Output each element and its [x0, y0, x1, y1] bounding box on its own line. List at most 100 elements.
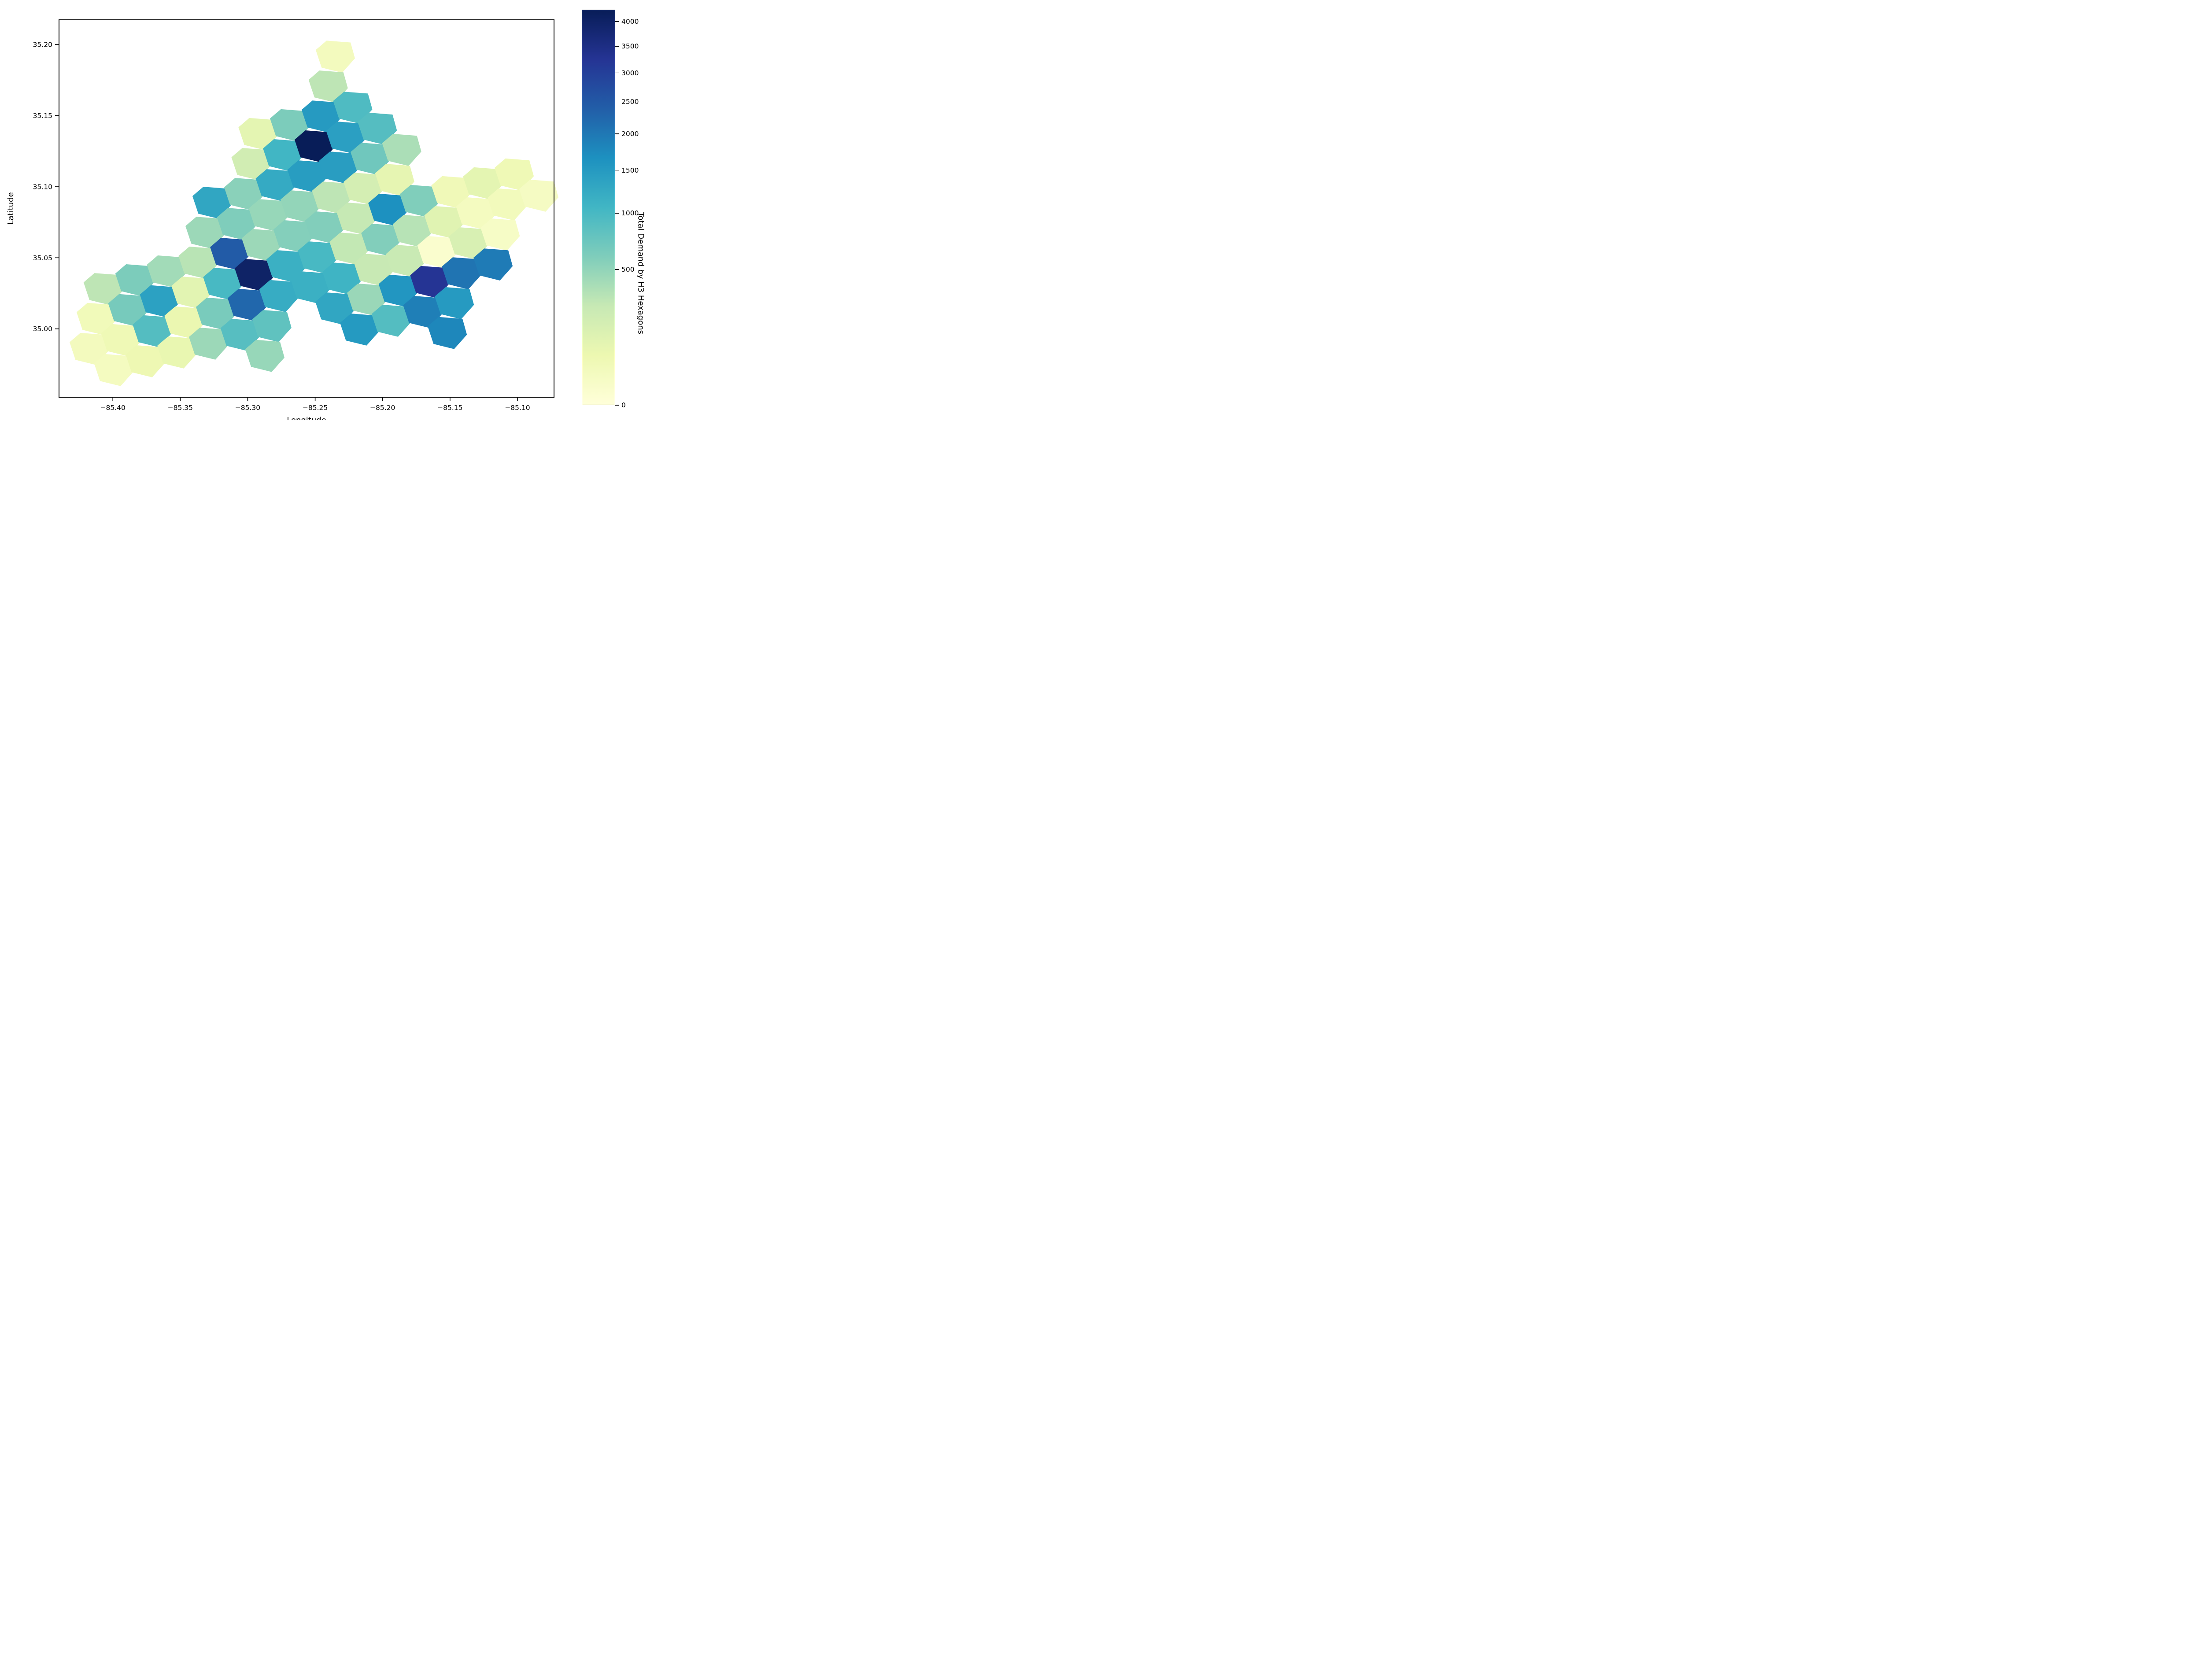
h3-hexagon	[315, 292, 355, 325]
x-tick-label: −85.20	[370, 404, 395, 412]
h3-hexagon	[495, 158, 534, 191]
h3-hexagon	[234, 259, 274, 291]
h3-hexagon	[238, 118, 278, 150]
h3-hexagon	[351, 143, 390, 175]
colorbar-tick-label: 4000	[621, 17, 639, 26]
h3-hexagon	[94, 354, 133, 386]
h3-hexagon	[291, 271, 330, 303]
colorbar-tick-mark	[615, 213, 619, 214]
h3-hexagon	[333, 92, 373, 124]
h3-hexagon	[108, 294, 148, 326]
h3-hexagon	[403, 296, 443, 328]
h3-hexagon	[287, 160, 327, 192]
h3-hexagon	[76, 303, 116, 335]
colorbar-tick-label: 500	[621, 266, 635, 274]
colorbar-tick-mark	[615, 46, 619, 47]
h3-hexagon	[382, 134, 421, 166]
colorbar-label: Total Demand by H3 Hexagons	[636, 212, 646, 335]
h3-hexagon	[266, 250, 306, 282]
h3-hexagon	[248, 199, 288, 231]
h3-hexagon	[480, 218, 520, 251]
h3-hexagon	[217, 208, 256, 240]
h3-hexagon	[371, 305, 411, 337]
h3-hexagon	[347, 283, 387, 316]
h3-hexagon	[227, 288, 267, 321]
h3-hexagon	[192, 187, 232, 219]
colorbar-tick-mark	[615, 21, 619, 22]
h3-hexagon	[263, 139, 303, 171]
h3-hexagon	[410, 266, 450, 298]
h3-hexagon	[368, 193, 408, 226]
h3-hexagon	[196, 297, 236, 330]
h3-hexagon	[375, 164, 414, 196]
h3-hexagon	[305, 211, 344, 244]
h3-hexagon	[189, 328, 229, 360]
h3-hexagon	[157, 336, 197, 369]
h3-hexagon	[424, 206, 464, 238]
h3-hexagon	[378, 274, 418, 307]
h3-hexagon	[442, 257, 481, 289]
h3-hexagon	[354, 254, 393, 286]
h3-hexagon	[224, 178, 264, 210]
colorbar-tick-mark	[615, 101, 619, 103]
h3-hexagon	[417, 236, 457, 268]
x-tick-label: −85.15	[437, 404, 462, 412]
x-tick-label: −85.35	[168, 404, 193, 412]
h3-hexagon	[294, 130, 334, 162]
h3-hexagon	[322, 262, 362, 295]
h3-hexagon	[171, 277, 211, 309]
h3-hexagon	[340, 314, 380, 346]
h3-hexagon	[326, 122, 366, 154]
h3-hexagon	[133, 315, 172, 347]
colorbar-tick-mark	[615, 133, 619, 134]
colorbar-ticks: 0 500 1000 1500 2000 2500 3000 3500 4000	[615, 0, 654, 420]
y-tick-label: 35.00	[33, 325, 52, 333]
h3-hexagon	[431, 176, 471, 208]
h3-hexagon	[164, 306, 204, 339]
axes-frame	[59, 19, 554, 398]
colorbar-gradient	[582, 10, 615, 405]
h3-hexagon	[245, 340, 284, 372]
h3-hexagon	[147, 255, 186, 288]
h3-hexagon	[488, 188, 527, 221]
h3-hexagon	[280, 190, 320, 222]
x-tick-label: −85.25	[303, 404, 328, 412]
h3-hexagon	[255, 169, 295, 201]
h3-hexagon	[329, 233, 369, 265]
h3-hexagon	[259, 280, 299, 312]
colorbar-tick-mark	[615, 170, 619, 171]
figure: −85.40 −85.35 −85.30 −85.25 −85.20 −85.15 −85.…	[0, 0, 654, 420]
colorbar-tick-mark	[615, 269, 619, 270]
colorbar-tick-label: 1000	[621, 209, 639, 218]
colorbar-tick-label: 3000	[621, 69, 639, 77]
h3-hexagon	[241, 229, 281, 261]
h3-hexagon	[385, 245, 425, 277]
x-tick-label: −85.30	[235, 404, 260, 412]
h3-hexagon	[70, 332, 109, 365]
colorbar-tick-label: 2000	[621, 130, 639, 138]
h3-hexagon	[456, 197, 495, 229]
colorbar-tick-label: 0	[621, 401, 626, 409]
colorbar-tick-label: 3500	[621, 42, 639, 51]
h3-hexagon	[203, 268, 243, 300]
h3-hexagon	[399, 185, 439, 217]
h3-hexagon	[140, 285, 179, 318]
h3-hexagon	[273, 220, 313, 252]
h3-hexagon	[178, 247, 218, 279]
h3-hexagon	[270, 109, 310, 141]
colorbar-tick-label: 2500	[621, 98, 639, 106]
y-tick-label: 35.15	[33, 112, 52, 120]
h3-hexagon	[449, 227, 488, 259]
h3-hexagon	[220, 319, 260, 351]
h3-hexagon	[428, 317, 467, 349]
x-axis-label: Longitude	[287, 416, 326, 420]
colorbar-tick-mark	[615, 405, 619, 406]
h3-hexagon	[361, 224, 401, 256]
h3-hexagon	[519, 180, 558, 212]
h3-hexagon	[301, 100, 341, 133]
h3-hexagon	[83, 273, 123, 305]
h3-hexagon	[344, 173, 383, 205]
h3-hexagon	[319, 151, 358, 184]
hexbin-plot: −85.40 −85.35 −85.30 −85.25 −85.20 −85.15 −85.…	[6, 19, 558, 420]
y-tick-label: 35.20	[33, 41, 52, 49]
